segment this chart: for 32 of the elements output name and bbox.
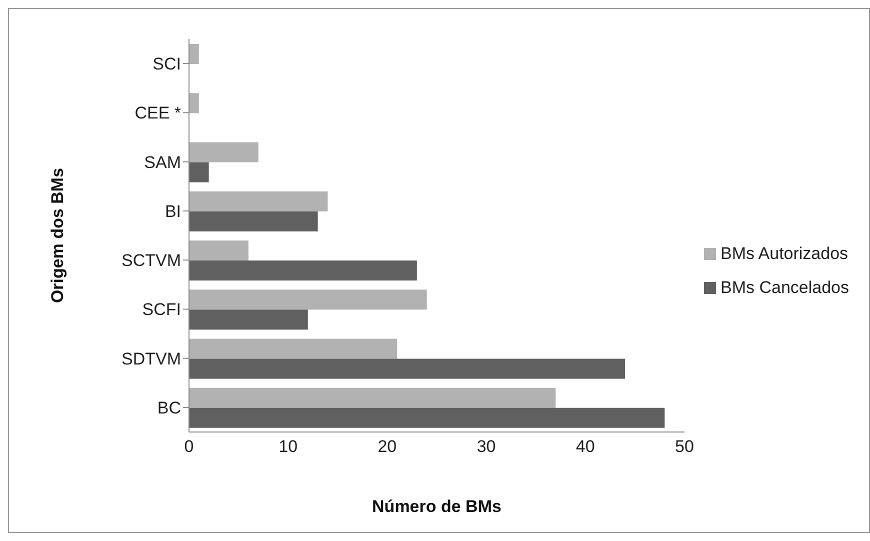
y-tick-label: SCI bbox=[152, 54, 181, 74]
bar bbox=[189, 408, 665, 428]
x-tick-label: 40 bbox=[576, 437, 595, 456]
y-tick-label: CEE * bbox=[134, 104, 182, 123]
x-tick-label: 10 bbox=[278, 437, 298, 456]
y-tick-label: BI bbox=[164, 202, 181, 221]
bar bbox=[189, 338, 398, 359]
bar bbox=[189, 358, 626, 379]
bar bbox=[189, 93, 199, 114]
bar bbox=[189, 142, 258, 162]
bar bbox=[189, 211, 318, 232]
y-axis-title: Origem dos BMs bbox=[48, 168, 68, 304]
x-tick-label: 30 bbox=[476, 437, 496, 456]
bar bbox=[189, 290, 427, 310]
bar bbox=[189, 260, 417, 280]
legend-label: BMs Cancelados bbox=[720, 278, 849, 296]
y-tick-label: SDTVM bbox=[122, 349, 181, 368]
bar bbox=[189, 191, 328, 212]
bar bbox=[189, 310, 308, 330]
bar bbox=[189, 44, 199, 64]
legend-label: BMs Autorizados bbox=[720, 244, 848, 262]
y-tick-label: BC bbox=[157, 398, 181, 418]
x-axis-title: Número de BMs bbox=[372, 497, 502, 516]
x-tick-label: 50 bbox=[675, 437, 694, 456]
bar bbox=[189, 240, 248, 260]
y-tick-label: SCTVM bbox=[122, 251, 181, 270]
y-tick-label: SAM bbox=[144, 152, 181, 172]
y-tick-label: SCFI bbox=[142, 300, 181, 320]
x-tick-label: 20 bbox=[378, 437, 397, 456]
x-tick-label: 0 bbox=[184, 437, 194, 456]
bar bbox=[189, 388, 556, 408]
bar bbox=[189, 162, 209, 182]
